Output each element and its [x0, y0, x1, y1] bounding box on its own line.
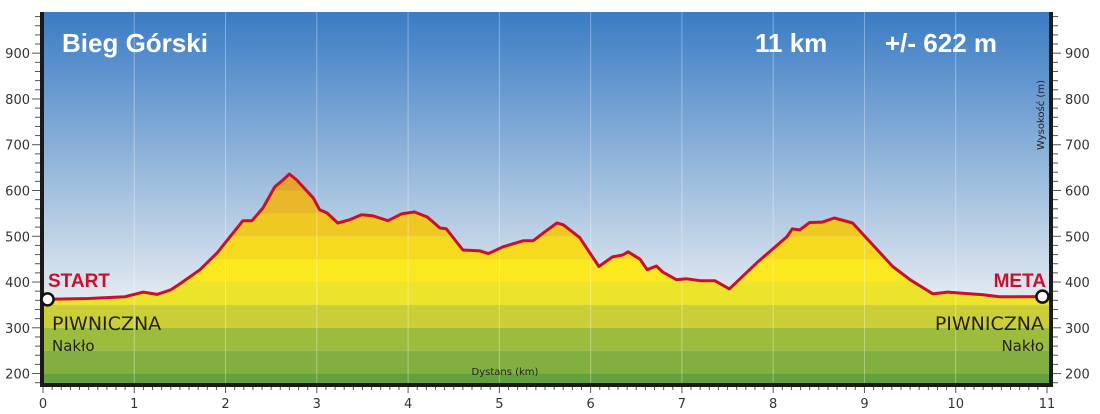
- x-tick-label: 11: [1039, 397, 1056, 412]
- distance-label: 11 km: [755, 28, 827, 58]
- elevation-band: [42, 350, 1051, 374]
- x-tick-label: 8: [769, 397, 777, 412]
- elevation-band: [42, 373, 1051, 385]
- start-place: Nakło: [52, 337, 95, 355]
- y-tick-label-left: 400: [5, 276, 30, 291]
- y-tick-label-right: 300: [1065, 322, 1090, 337]
- y-tick-label-right: 900: [1065, 47, 1090, 62]
- x-tick-label: 1: [130, 397, 138, 412]
- x-tick-label: 7: [678, 397, 686, 412]
- x-tick-label: 9: [860, 397, 868, 412]
- finish-place: Nakło: [1001, 337, 1044, 355]
- elevation-gain-label: +/- 622 m: [885, 28, 997, 58]
- y-tick-label-right: 600: [1065, 184, 1090, 199]
- axes: [40, 12, 1053, 387]
- y-tick-label-left: 200: [5, 368, 30, 383]
- elevation-band: [42, 327, 1051, 351]
- y-tick-label-left: 500: [5, 230, 30, 245]
- x-tick-label: 2: [221, 397, 229, 412]
- elevation-line: [42, 172, 1043, 301]
- x-tick-label: 10: [947, 397, 964, 412]
- y-tick-label-right: 700: [1065, 139, 1090, 154]
- gridlines: [133, 12, 957, 385]
- x-tick-label: 6: [586, 397, 594, 412]
- elevation-band: [42, 259, 1051, 283]
- chart-title: Bieg Górski: [62, 28, 208, 58]
- y-tick-label-left: 600: [5, 184, 30, 199]
- start-town: PIWNICZNA: [52, 313, 161, 335]
- elevation-band: [42, 282, 1051, 305]
- y-tick-label-left: 900: [5, 47, 30, 62]
- finish-marker: [1035, 289, 1050, 304]
- finish-label: META: [994, 271, 1047, 292]
- start-marker: [40, 292, 55, 307]
- finish-town: PIWNICZNA: [935, 313, 1044, 335]
- elevation-band: [42, 304, 1051, 328]
- y-tick-label-right: 400: [1065, 276, 1090, 291]
- y-tick-label-right: 500: [1065, 230, 1090, 245]
- y-tick-label-left: 800: [5, 93, 30, 108]
- start-label: START: [48, 271, 110, 292]
- x-tick-label: 0: [39, 397, 47, 412]
- x-tick-label: 3: [313, 397, 321, 412]
- y-tick-label-left: 300: [5, 322, 30, 337]
- y-tick-label-left: 700: [5, 139, 30, 154]
- elevation-band: [42, 236, 1051, 260]
- y-axis-label: Wysokość (m): [1035, 80, 1047, 150]
- y-tick-label-right: 800: [1065, 93, 1090, 108]
- x-tick-label: 4: [404, 397, 412, 412]
- y-tick-label-right: 200: [1065, 368, 1090, 383]
- x-tick-label: 5: [495, 397, 503, 412]
- x-axis-label: Dystans (km): [472, 367, 539, 378]
